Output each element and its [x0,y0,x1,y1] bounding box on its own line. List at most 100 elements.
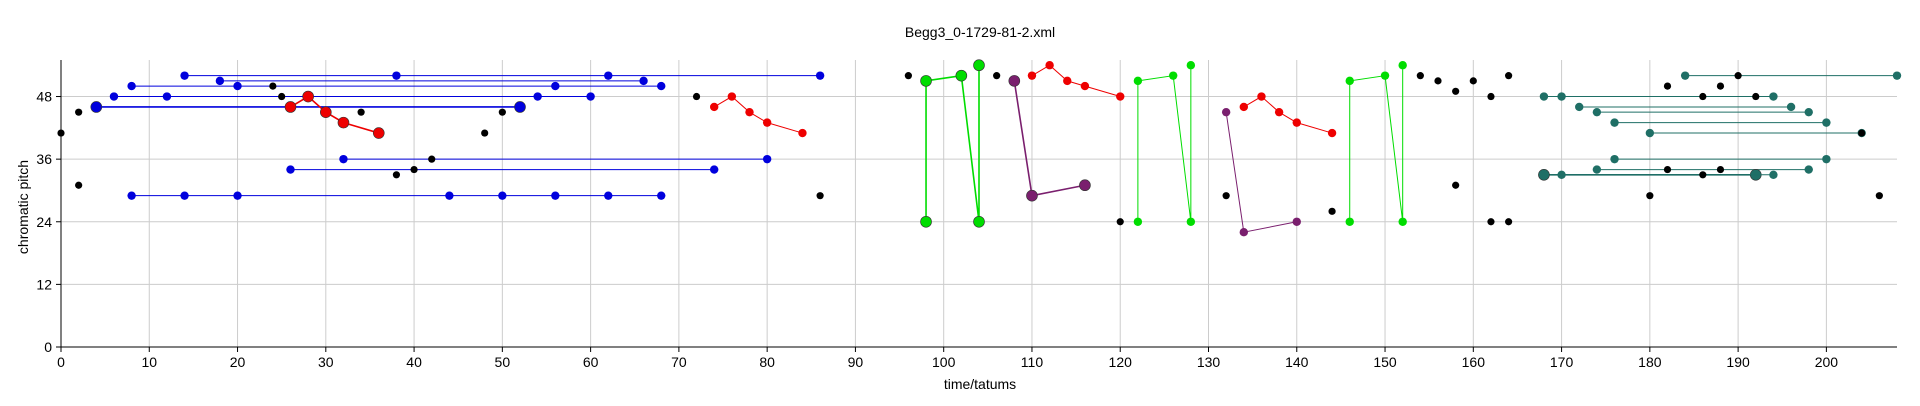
data-point [1452,87,1460,95]
series-point [215,76,225,86]
x-tick-label: 100 [932,354,956,370]
data-point [1505,218,1513,226]
y-axis-label: chromatic pitch [15,160,31,254]
data-point [1875,192,1883,200]
x-tick-label: 140 [1285,354,1309,370]
data-point [993,72,1001,80]
series-point [1610,118,1619,127]
data-point [1487,218,1495,226]
data-point [816,192,824,200]
series-point [1345,217,1354,226]
series-point [1575,102,1584,112]
data-point [1663,82,1672,90]
series-line [290,95,379,134]
data-point [1716,165,1725,174]
series-point [1079,179,1091,192]
series-point [372,127,385,139]
series-point [1008,75,1021,87]
x-tick-label: 40 [406,354,422,370]
data-point [57,129,65,137]
x-tick-label: 90 [848,354,864,370]
series-line [1031,64,1121,98]
data-point [357,108,365,116]
data-point [1716,82,1725,90]
y-tick-label: 12 [36,276,52,292]
series-point [955,69,968,82]
x-tick-label: 110 [1021,354,1044,370]
series-point [709,102,719,112]
data-point [1699,171,1707,179]
series-point [392,71,401,80]
data-point [75,181,83,189]
series-point [180,191,189,200]
series-point [1345,76,1354,86]
series-point [1186,217,1196,226]
data-point [1734,72,1742,80]
data-point [1416,72,1424,80]
x-tick-label: 130 [1197,354,1221,370]
series-point [657,191,666,200]
series-point [320,106,332,118]
series-point [1769,170,1778,179]
x-tick-label: 160 [1462,354,1486,370]
series-point [604,191,613,200]
series-point [1610,154,1619,164]
series-line [713,95,803,134]
data-point [1752,92,1760,101]
series-point [1822,154,1831,164]
series-point [1257,92,1266,101]
series-point [639,76,648,86]
series-point [551,81,560,91]
x-tick-label: 170 [1550,354,1574,370]
series-point [1221,107,1231,117]
series-point [109,92,119,101]
chart-title: Begg3_0-1729-81-2.xml [905,24,1055,40]
series-point [286,165,295,174]
x-tick-label: 120 [1109,354,1133,370]
data-point [1699,92,1707,101]
series-point [1027,71,1037,80]
series-point [127,191,136,200]
data-point [1452,181,1460,189]
series-point [1592,165,1602,174]
data-point [392,171,401,179]
x-tick-label: 180 [1638,354,1662,370]
data-point [1328,207,1336,215]
series-point [1116,92,1125,101]
series-point [1645,128,1655,138]
series-point [727,92,737,101]
series-point [1133,76,1143,86]
data-point [278,92,286,101]
x-tick-label: 10 [141,354,157,370]
data-point [498,108,506,116]
series-line [1013,80,1086,197]
series-point [1398,61,1407,70]
series-point [533,92,542,101]
data-point [904,72,912,80]
series-point [1804,165,1813,174]
x-tick-label: 30 [318,354,334,370]
x-tick-label: 70 [671,354,687,370]
data-point [1646,192,1654,200]
x-tick-label: 200 [1815,354,1839,370]
series-point [1080,81,1090,91]
series-line [1349,65,1404,222]
data-point [692,92,701,101]
series-point [920,75,932,87]
series-point [798,128,807,138]
data-point [1116,218,1124,226]
data-point [410,165,418,174]
axes: 0 10 20 30 40 50 60 70 80 90 100 110 120 130 140 150 160… [36,60,1897,370]
series-point [1292,118,1301,127]
series-point [1186,61,1196,70]
series-line [1243,95,1333,134]
series-point [1592,107,1602,117]
series-point [162,92,172,101]
series-line [1137,65,1192,222]
series-point [337,116,350,129]
data-point [428,155,436,163]
series-point [1133,217,1143,226]
series-point [90,101,103,113]
